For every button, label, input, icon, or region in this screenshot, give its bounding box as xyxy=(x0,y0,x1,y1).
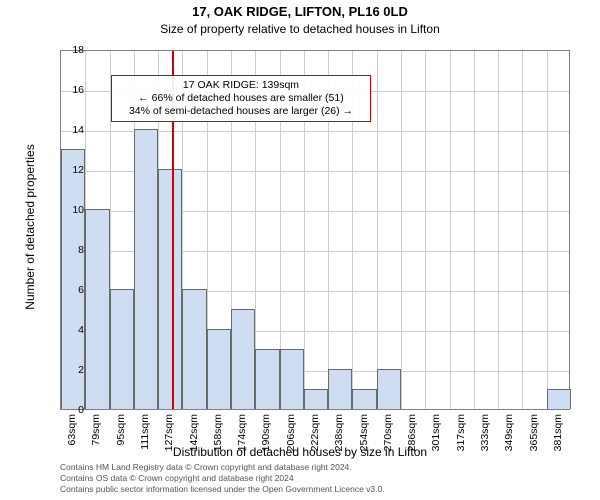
x-tick-label: 381sqm xyxy=(552,414,564,451)
x-tick-label: 111sqm xyxy=(139,414,151,450)
footer-line: Contains HM Land Registry data © Crown c… xyxy=(60,462,385,473)
x-tick-label: 254sqm xyxy=(358,414,370,451)
x-tick-label: 142sqm xyxy=(188,414,200,451)
x-tick-label: 270sqm xyxy=(382,414,394,451)
x-tick-label: 238sqm xyxy=(333,414,345,451)
chart-subtitle: Size of property relative to detached ho… xyxy=(0,22,600,36)
x-tick-label: 222sqm xyxy=(309,414,321,451)
x-tick-label: 349sqm xyxy=(503,414,515,451)
plot-area: 17 OAK RIDGE: 139sqm← 66% of detached ho… xyxy=(60,50,570,410)
x-tick-label: 174sqm xyxy=(236,414,248,451)
bar xyxy=(304,389,328,409)
bar xyxy=(182,289,206,409)
bar xyxy=(547,389,571,409)
x-tick-label: 63sqm xyxy=(66,414,78,446)
x-tick-label: 190sqm xyxy=(260,414,272,451)
bar xyxy=(377,369,401,409)
x-tick-label: 95sqm xyxy=(115,414,127,446)
y-tick-label: 12 xyxy=(72,164,84,176)
y-tick-label: 8 xyxy=(78,244,84,256)
x-tick-label: 365sqm xyxy=(528,414,540,451)
x-tick-label: 301sqm xyxy=(430,414,442,451)
y-tick-label: 6 xyxy=(78,284,84,296)
gridline-v xyxy=(522,51,523,409)
gridline-v xyxy=(425,51,426,409)
x-tick-label: 333sqm xyxy=(479,414,491,451)
chart-title: 17, OAK RIDGE, LIFTON, PL16 0LD xyxy=(0,4,600,19)
x-tick-label: 127sqm xyxy=(163,414,175,451)
bar xyxy=(110,289,134,409)
bar xyxy=(134,129,158,409)
callout-line: ← 66% of detached houses are smaller (51… xyxy=(118,92,364,105)
callout-line: 34% of semi-detached houses are larger (… xyxy=(118,105,364,118)
y-tick-label: 14 xyxy=(72,124,84,136)
y-tick-label: 2 xyxy=(78,364,84,376)
gridline-v xyxy=(377,51,378,409)
footer-line: Contains public sector information licen… xyxy=(60,484,385,495)
bar xyxy=(352,389,376,409)
x-tick-label: 79sqm xyxy=(90,414,102,446)
x-tick-label: 317sqm xyxy=(455,414,467,451)
y-tick-label: 0 xyxy=(78,404,84,416)
x-tick-label: 286sqm xyxy=(406,414,418,451)
bar xyxy=(255,349,279,409)
gridline-v xyxy=(450,51,451,409)
callout-box: 17 OAK RIDGE: 139sqm← 66% of detached ho… xyxy=(111,75,371,122)
y-tick-label: 10 xyxy=(72,204,84,216)
gridline-v xyxy=(498,51,499,409)
bar xyxy=(328,369,352,409)
bar xyxy=(207,329,231,409)
x-tick-label: 158sqm xyxy=(212,414,224,451)
bar xyxy=(231,309,255,409)
y-tick-label: 18 xyxy=(72,44,84,56)
x-tick-label: 206sqm xyxy=(285,414,297,451)
bar xyxy=(85,209,109,409)
callout-line: 17 OAK RIDGE: 139sqm xyxy=(118,79,364,92)
footer-attribution: Contains HM Land Registry data © Crown c… xyxy=(60,462,385,495)
gridline-v xyxy=(474,51,475,409)
y-axis-label: Number of detached properties xyxy=(23,127,37,327)
chart-container: { "chart": { "type": "histogram", "title… xyxy=(0,0,600,500)
gridline-v xyxy=(547,51,548,409)
gridline-v xyxy=(401,51,402,409)
y-tick-label: 16 xyxy=(72,84,84,96)
footer-line: Contains OS data © Crown copyright and d… xyxy=(60,473,385,484)
bar xyxy=(280,349,304,409)
y-tick-label: 4 xyxy=(78,324,84,336)
bar xyxy=(158,169,182,409)
